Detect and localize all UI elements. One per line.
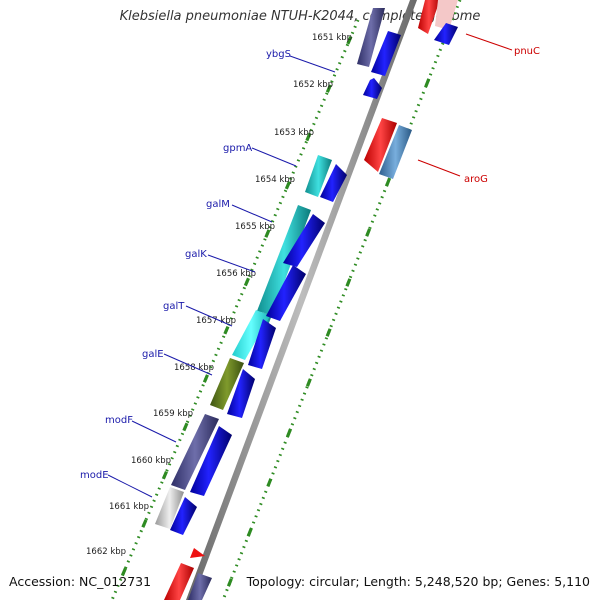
cds-arrow-small-red[interactable] xyxy=(190,548,205,558)
gene-label-modF[interactable]: modF xyxy=(105,415,133,426)
cds-arrow-1[interactable] xyxy=(371,31,401,76)
gene-label-galK[interactable]: galK xyxy=(185,249,207,260)
cds-pnuC-lightbox[interactable] xyxy=(435,0,458,30)
major-tick xyxy=(202,374,209,383)
major-tick xyxy=(141,519,148,528)
ruler-label-1657: 1657 kbp xyxy=(196,316,236,326)
gene-label-gpmA[interactable]: gpmA xyxy=(223,143,252,154)
major-tick xyxy=(365,228,372,237)
major-tick xyxy=(243,277,250,287)
cds-arrow-bottom[interactable] xyxy=(188,573,212,600)
cds-galT-box[interactable] xyxy=(232,310,270,360)
major-tick xyxy=(264,229,271,238)
right-label-leaders xyxy=(417,33,513,177)
cds-modF-box[interactable] xyxy=(171,414,219,490)
ruler-label-1661: 1661 kbp xyxy=(109,502,149,512)
ruler-label-1658: 1658 kbp xyxy=(174,363,214,373)
leader-aroG xyxy=(417,159,461,177)
major-tick xyxy=(226,578,233,587)
major-tick xyxy=(305,132,312,142)
cds-arrow-gpmA[interactable] xyxy=(320,164,347,202)
major-tick xyxy=(346,35,353,45)
cds-bottom-red-box[interactable] xyxy=(164,563,194,600)
leader-pnuC xyxy=(465,33,513,51)
genome-summary-text: Topology: circular; Length: 5,248,520 bp… xyxy=(246,574,590,589)
cds-aroG-steel[interactable] xyxy=(379,125,412,179)
leader-galM xyxy=(231,204,273,223)
leader-galE xyxy=(163,353,213,376)
cds-top-blue[interactable] xyxy=(434,23,458,45)
ruler-label-1651: 1651 kbp xyxy=(312,33,352,43)
ruler-ticks xyxy=(120,35,353,577)
cds-arrow-galT[interactable] xyxy=(248,319,276,369)
accession-text: Accession: NC_012731 xyxy=(9,574,152,589)
outer-feature-track xyxy=(364,0,458,179)
inner-feature-track xyxy=(155,8,385,600)
cds-gpmA-box[interactable] xyxy=(305,155,332,197)
leader-galT xyxy=(185,305,233,327)
gene-label-aroG[interactable]: aroG xyxy=(464,174,488,185)
major-tick xyxy=(345,278,352,287)
left-label-leaders xyxy=(107,55,336,498)
ruler-label-1656: 1656 kbp xyxy=(216,269,256,279)
major-tick xyxy=(223,325,230,335)
leader-gpmA xyxy=(251,147,297,167)
gene-label-galE[interactable]: galE xyxy=(142,349,164,360)
cds-modE-box[interactable] xyxy=(155,487,184,529)
ruler-label-1659: 1659 kbp xyxy=(153,409,193,419)
map-title: Klebsiella pneumoniae NTUH-K2044, comple… xyxy=(119,9,481,24)
leader-modE xyxy=(107,474,153,498)
cds-arrow-galM[interactable] xyxy=(283,214,325,267)
gene-label-ybgS[interactable]: ybgS xyxy=(266,49,291,60)
major-tick xyxy=(286,428,293,437)
cds-galE-box[interactable] xyxy=(210,358,244,410)
cds-arrow-modF[interactable] xyxy=(190,426,232,496)
ruler-label-1660: 1660 kbp xyxy=(131,456,171,466)
major-tick xyxy=(325,328,332,337)
major-tick xyxy=(384,178,391,187)
cds-arrow-modE[interactable] xyxy=(170,497,197,535)
cds-ybgS-box[interactable] xyxy=(357,8,385,67)
major-tick xyxy=(284,180,291,190)
major-tick xyxy=(246,528,253,537)
major-tick xyxy=(161,470,168,480)
right-gene-labels: pnuC aroG xyxy=(464,46,540,185)
cds-galM-box[interactable] xyxy=(257,205,311,315)
gene-label-modE[interactable]: modE xyxy=(80,470,109,481)
gene-label-galM[interactable]: galM xyxy=(206,199,230,210)
cds-aroG-red[interactable] xyxy=(364,118,397,172)
leader-galK xyxy=(207,254,256,273)
outer-tick-track xyxy=(221,0,462,600)
cds-pnuC-top[interactable] xyxy=(418,0,440,34)
leader-ybgS xyxy=(289,55,336,73)
left-gene-labels: ybgS gpmA galM galK galT galE modF modE xyxy=(80,49,291,481)
gene-label-galT[interactable]: galT xyxy=(163,301,185,312)
major-tick xyxy=(120,567,127,577)
cds-arrow-galE[interactable] xyxy=(227,369,255,418)
ruler-label-1653: 1653 kbp xyxy=(274,128,314,138)
major-tick xyxy=(305,378,312,387)
gene-label-pnuC[interactable]: pnuC xyxy=(514,46,540,57)
ruler-label-1654: 1654 kbp xyxy=(255,175,295,185)
ruler-label-1655: 1655 kbp xyxy=(235,222,275,232)
major-tick xyxy=(424,78,431,87)
ruler-label-1652: 1652 kbp xyxy=(293,80,333,90)
major-tick xyxy=(182,422,189,432)
major-tick xyxy=(325,84,332,93)
cds-arrow-2[interactable] xyxy=(363,78,382,99)
ruler-label-1662: 1662 kbp xyxy=(86,547,126,557)
cds-arrow-galK[interactable] xyxy=(266,265,306,321)
blue-cds-track xyxy=(170,31,401,600)
major-tick xyxy=(266,478,273,487)
leader-modF xyxy=(131,420,177,443)
genome-backbone xyxy=(186,0,417,600)
ruler-labels: 1651 kbp 1652 kbp 1653 kbp 1654 kbp 1655… xyxy=(86,33,352,557)
inner-tick-track xyxy=(110,19,360,600)
